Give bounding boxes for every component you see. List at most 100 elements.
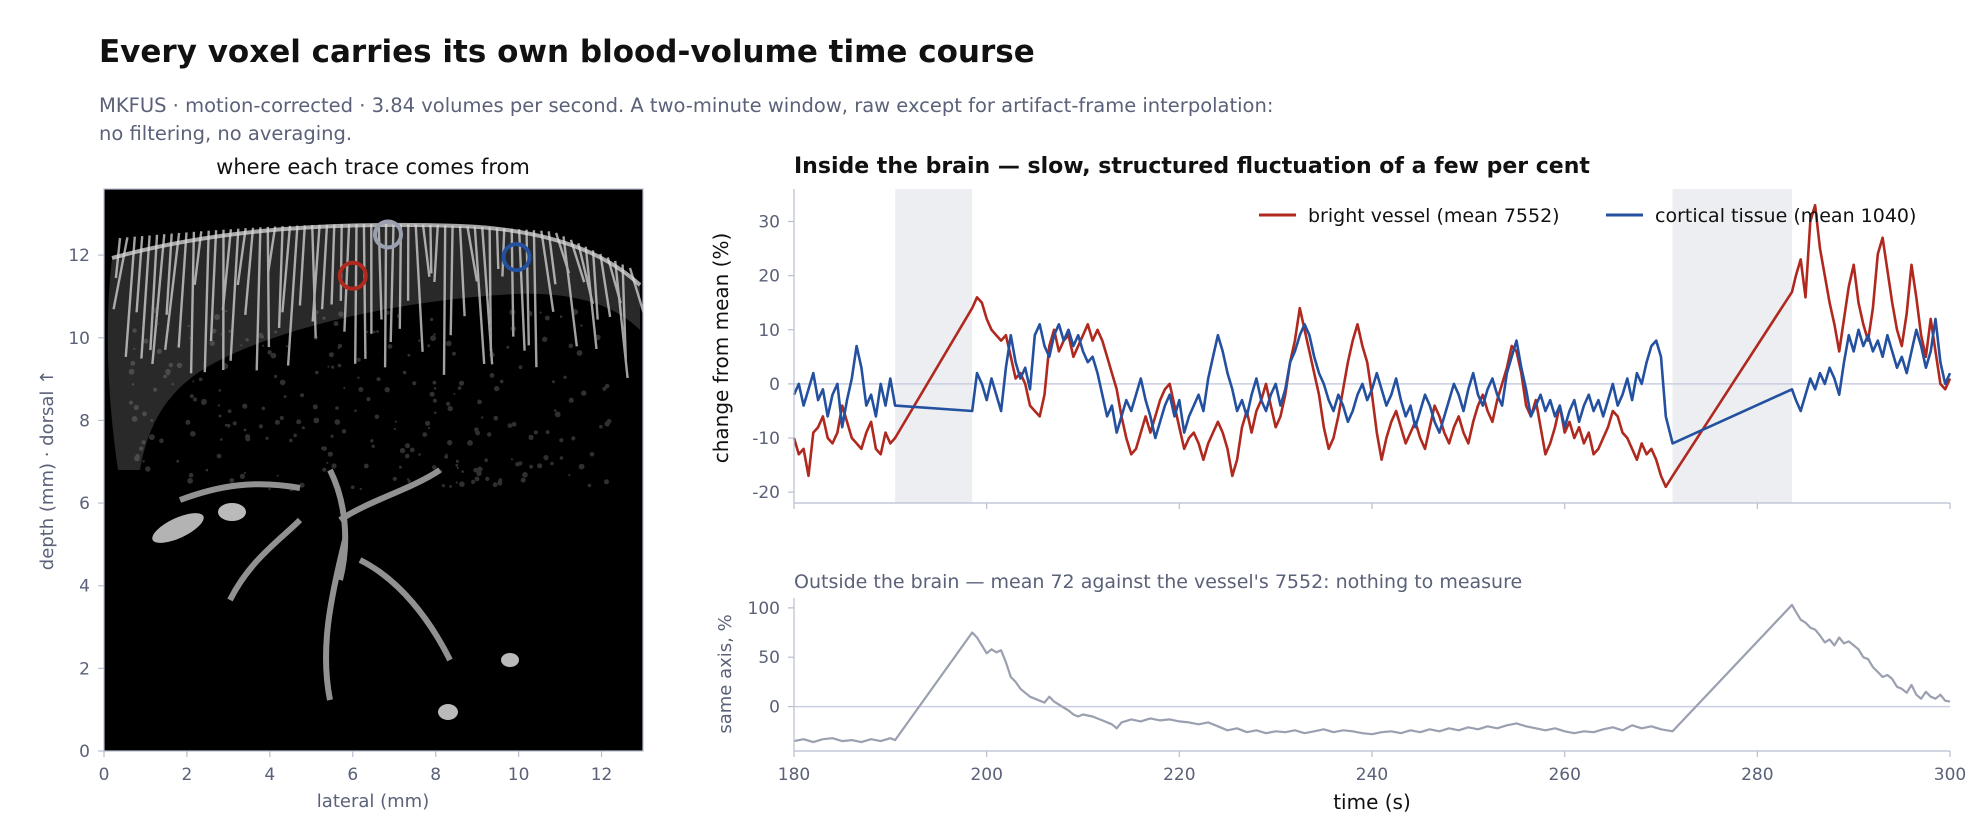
speckle-dot xyxy=(227,409,232,414)
speckle-dot xyxy=(190,431,196,437)
speckle-dot xyxy=(376,330,379,333)
speckle-dot xyxy=(449,485,452,488)
cortical-vessel xyxy=(244,227,255,316)
speckle-dot xyxy=(337,343,343,349)
speckle-dot xyxy=(220,332,224,336)
speckle-dot xyxy=(217,404,221,407)
inside-brain-y-tick-label: -10 xyxy=(752,429,780,449)
speckle-dot xyxy=(452,351,456,356)
cortical-vessel xyxy=(569,239,586,283)
speckle-dot xyxy=(148,434,155,441)
speckle-dot xyxy=(432,465,437,470)
speckle-dot xyxy=(407,353,411,357)
speckle-dot xyxy=(474,427,479,433)
speckle-dot xyxy=(165,368,171,375)
speckle-dot xyxy=(511,421,517,427)
cortical-vessel xyxy=(628,267,643,315)
brain-image-x-tick-label: 10 xyxy=(508,765,530,785)
cortical-vessel xyxy=(621,264,627,360)
speckle-dot xyxy=(537,463,543,469)
speckle-dot xyxy=(393,427,396,431)
speckle-dot xyxy=(142,460,145,463)
speckle-dot xyxy=(270,353,275,358)
outside-brain-x-tick-label: 180 xyxy=(778,765,810,785)
speckle-dot xyxy=(341,429,347,434)
speckle-dot xyxy=(176,362,183,369)
cortical-vessel xyxy=(193,231,203,285)
trace-location-marker xyxy=(373,219,404,250)
speckle-dot xyxy=(187,477,194,484)
speckle-dot xyxy=(155,316,158,320)
outside-brain-x-tick-label: 200 xyxy=(970,765,1002,785)
cortical-vessel xyxy=(343,224,351,332)
speckle-dot xyxy=(492,482,498,488)
speckle-dot xyxy=(155,322,159,326)
brain-image-panel: where each trace comes from 0 2 4 6 8 10 12 0 2… xyxy=(37,155,644,812)
brain-image-x-tick-label: 2 xyxy=(182,765,193,785)
speckle-dot xyxy=(563,375,567,379)
speckle-dot xyxy=(228,329,232,333)
speckle-dot xyxy=(132,328,137,333)
inside-brain-y-tick-label: 0 xyxy=(769,375,780,395)
speckle-dot xyxy=(559,315,563,319)
speckle-dot xyxy=(245,436,251,442)
speckle-dot xyxy=(134,455,140,462)
speckle-dot xyxy=(497,480,503,486)
brain-image-x-tick-label: 8 xyxy=(430,765,441,785)
speckle-dot xyxy=(457,386,462,390)
speckle-dot xyxy=(354,409,357,413)
series-line-bright-vessel xyxy=(792,203,1952,489)
cortical-vessels xyxy=(112,223,643,379)
figure-subtitle-line1: MKFUS · motion-corrected · 3.84 volumes … xyxy=(99,94,1273,117)
speckle-dot xyxy=(150,419,154,422)
cortical-vessel xyxy=(236,228,247,286)
speckle-dot xyxy=(198,377,203,382)
speckle-dot xyxy=(487,432,492,437)
speckle-dot xyxy=(315,370,319,375)
speckle-dot xyxy=(552,380,555,384)
speckle-dot xyxy=(337,363,342,368)
speckle-dot xyxy=(445,453,448,456)
cortical-vessel xyxy=(362,223,367,359)
speckle-dot xyxy=(489,373,495,378)
speckle-dot xyxy=(189,394,194,399)
cortical-vessel xyxy=(433,224,439,282)
speckle-dot xyxy=(488,331,493,335)
cortical-vessel xyxy=(510,228,515,337)
speckle-dot xyxy=(433,333,436,336)
cortical-vessel xyxy=(286,225,299,366)
speckle-dot xyxy=(509,309,516,316)
outside-brain-y-label: same axis, % xyxy=(715,614,736,733)
outside-brain-x-tick-label: 260 xyxy=(1548,765,1580,785)
speckle-dot xyxy=(518,365,523,370)
artifact-band xyxy=(895,189,973,503)
speckle-dot xyxy=(201,398,207,405)
speckle-dot xyxy=(430,317,434,322)
cortical-vessel xyxy=(495,227,500,270)
speckle-dot xyxy=(218,414,222,418)
speckle-dot xyxy=(554,411,561,418)
speckle-dot xyxy=(455,463,459,467)
speckle-dot xyxy=(587,483,592,488)
speckle-dot xyxy=(510,458,514,461)
speckle-dot xyxy=(580,324,583,327)
speckle-dot xyxy=(447,405,453,412)
speckle-dot xyxy=(185,419,191,425)
speckle-dot xyxy=(372,330,376,334)
speckle-dot xyxy=(506,345,510,349)
brain-image-y-tick-label: 4 xyxy=(79,577,90,597)
speckle-dot xyxy=(243,428,247,432)
inside-brain-panel: Inside the brain — slow, structured fluc… xyxy=(709,154,1952,509)
speckle-dot xyxy=(131,383,135,386)
speckle-dot xyxy=(542,336,548,342)
speckle-dot xyxy=(261,406,266,411)
speckle-dot xyxy=(407,479,411,483)
cortical-vessel xyxy=(330,224,336,305)
brain-image-title: where each trace comes from xyxy=(216,155,530,179)
speckle-dot xyxy=(553,409,557,412)
speckle-dot xyxy=(474,476,480,482)
speckle-dot xyxy=(356,357,361,362)
cortical-vessel xyxy=(266,226,271,348)
speckle-dot xyxy=(270,352,277,359)
speckle-dot xyxy=(599,424,603,429)
